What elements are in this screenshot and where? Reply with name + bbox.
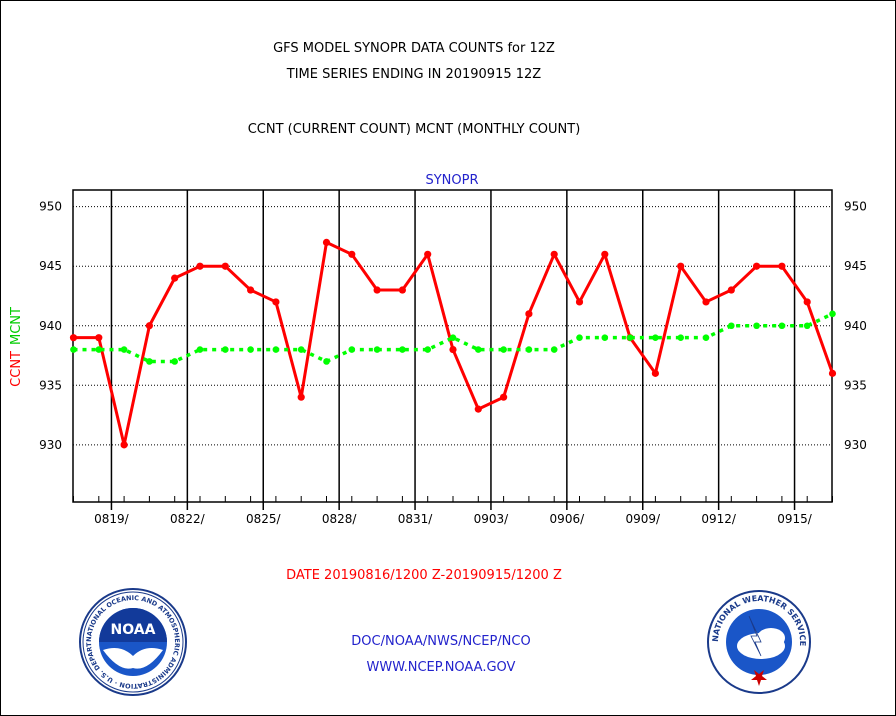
y-axis-label-mcnt: MCNT [9, 307, 24, 345]
data-point-ccnt [575, 298, 584, 306]
data-point-mcnt [449, 334, 457, 341]
data-point-mcnt [550, 346, 558, 353]
data-point-mcnt [500, 346, 507, 353]
x-tick-label: 0909/ [625, 512, 661, 526]
data-point-mcnt [196, 346, 204, 353]
data-point-ccnt [272, 298, 280, 306]
chart-title-line1: GFS MODEL SYNOPR DATA COUNTS for 12Z [273, 41, 555, 56]
data-point-mcnt [323, 358, 330, 365]
data-point-ccnt [398, 286, 406, 294]
x-tick-label: 0819/ [94, 512, 130, 526]
data-point-mcnt [373, 346, 381, 353]
data-point-ccnt [196, 262, 204, 270]
data-point-mcnt [778, 322, 786, 330]
data-point-ccnt [727, 286, 735, 294]
data-point-mcnt [272, 346, 280, 353]
x-tick-label: 0831/ [398, 512, 434, 526]
data-point-mcnt [424, 346, 432, 353]
data-point-mcnt [702, 334, 710, 341]
y-axis-label-ccnt: CCNT [9, 351, 24, 387]
y-axis-label: CCNT MCNT [9, 307, 24, 387]
y-tick-label-left: 940 [39, 319, 62, 333]
data-point-ccnt [373, 286, 381, 294]
x-tick-label: 0915/ [777, 512, 813, 526]
data-point-ccnt [95, 334, 103, 342]
y-tick-label-right: 950 [844, 200, 867, 214]
chart-subtitle: CCNT (CURRENT COUNT) MCNT (MONTHLY COUNT… [248, 122, 581, 137]
data-point-ccnt [828, 369, 837, 377]
data-point-ccnt [424, 250, 432, 258]
data-point-mcnt [753, 322, 760, 330]
data-point-ccnt [778, 262, 786, 270]
data-point-ccnt [171, 274, 179, 282]
date-range: DATE 20190816/1200 Z-20190915/1200 Z [286, 568, 562, 583]
data-point-mcnt [475, 346, 482, 353]
chart-title-line2: TIME SERIES ENDING IN 20190915 12Z [286, 67, 542, 82]
data-point-ccnt [550, 250, 558, 258]
data-point-ccnt [69, 334, 78, 342]
data-point-ccnt [145, 322, 153, 330]
data-point-ccnt [449, 345, 457, 354]
data-point-mcnt [728, 322, 735, 330]
data-point-mcnt [601, 334, 609, 341]
y-tick-label-right: 940 [844, 319, 867, 333]
data-point-ccnt [247, 286, 255, 294]
data-point-ccnt [601, 250, 609, 258]
x-tick-label: 0828/ [322, 512, 358, 526]
y-tick-label-left: 950 [39, 200, 62, 214]
y-tick-label-left: 945 [39, 259, 62, 273]
data-point-ccnt [348, 250, 356, 258]
data-point-mcnt [146, 358, 153, 365]
y-tick-label-left: 935 [39, 378, 62, 392]
data-point-mcnt [626, 334, 634, 341]
data-point-mcnt [70, 346, 77, 353]
data-point-ccnt [651, 369, 660, 377]
x-tick-label: 0903/ [474, 512, 510, 526]
y-tick-label-left: 930 [39, 438, 62, 452]
data-point-mcnt [171, 358, 178, 365]
website-link[interactable]: WWW.NCEP.NOAA.GOV [367, 660, 516, 675]
data-point-ccnt [297, 393, 305, 401]
data-point-ccnt [120, 441, 128, 449]
data-point-mcnt [348, 346, 356, 353]
data-point-mcnt [677, 334, 684, 341]
data-point-ccnt [702, 298, 710, 306]
data-point-ccnt [322, 238, 331, 246]
data-point-mcnt [297, 346, 305, 353]
plot-title: SYNOPR [425, 173, 478, 188]
data-point-mcnt [652, 334, 659, 341]
data-point-ccnt [803, 298, 811, 306]
data-point-ccnt [525, 310, 533, 318]
data-point-mcnt [576, 334, 583, 341]
x-tick-label: 0906/ [550, 512, 586, 526]
data-point-mcnt [247, 346, 254, 353]
data-point-mcnt [120, 346, 128, 353]
noaa-logo: NATIONAL OCEANIC AND ATMOSPHERIC ADMINIS… [79, 588, 187, 696]
x-tick-label: 0825/ [246, 512, 282, 526]
data-point-ccnt [500, 393, 508, 401]
noaa-logo-text: NOAA [111, 622, 156, 638]
data-point-mcnt [399, 346, 406, 353]
data-point-mcnt [829, 310, 836, 318]
data-point-ccnt [677, 262, 685, 270]
nws-logo: NATIONAL WEATHER SERVICE [707, 590, 811, 694]
y-tick-label-right: 930 [844, 438, 867, 452]
y-tick-label-right: 945 [844, 259, 867, 273]
data-point-mcnt [525, 346, 533, 353]
plot-area: 930 930 935 935 940 940 945 945 950 950 0819/0822/… [39, 189, 867, 526]
data-point-mcnt [803, 322, 811, 330]
data-point-ccnt [753, 262, 761, 270]
data-point-mcnt [95, 346, 103, 353]
x-tick-label: 0912/ [701, 512, 737, 526]
data-point-mcnt [222, 346, 229, 353]
y-tick-label-right: 935 [844, 378, 867, 392]
x-tick-label: 0822/ [170, 512, 206, 526]
org-path: DOC/NOAA/NWS/NCEP/NCO [351, 634, 530, 649]
data-point-ccnt [221, 262, 229, 270]
data-point-ccnt [474, 405, 482, 413]
